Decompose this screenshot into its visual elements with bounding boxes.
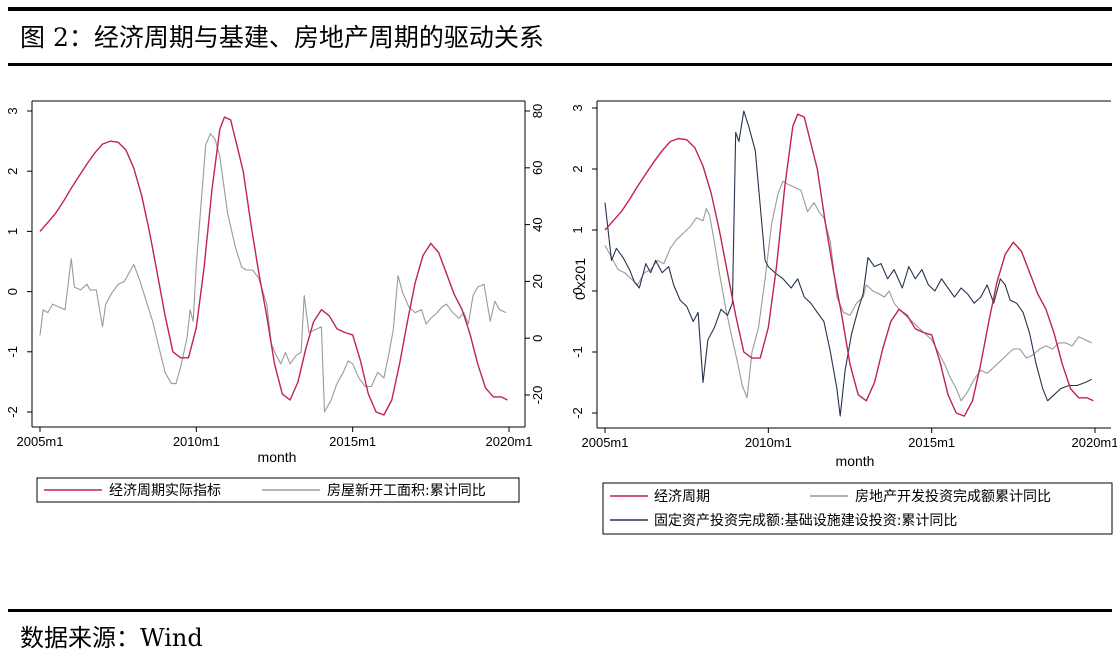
chart2-series-1-line	[604, 113, 1094, 417]
chart2-series-3-line	[604, 110, 1092, 417]
chart2-y-tick-label: -2	[570, 407, 585, 419]
chart2-legend-box	[602, 482, 1113, 535]
chart1-y-tick-label: -2	[5, 406, 20, 418]
chart2-legend-label-1: 经济周期	[654, 489, 710, 505]
chart2-legend-label-3: 固定资产投资完成额:基础设施建设投资:累计同比	[654, 512, 957, 529]
title-rule	[8, 63, 1112, 66]
chart1-series-2-line	[39, 133, 507, 413]
chart2-x-axis-title: month	[836, 453, 875, 469]
chart2-x-tick-label: 2015m1	[908, 435, 955, 450]
chart1-x-tick-label: 2005m1	[17, 434, 64, 449]
chart1-x-axis-title: month	[258, 449, 297, 465]
chart2-x-tick-label: 2005m1	[582, 435, 629, 450]
chart1-x-tick-label: 2015m1	[329, 434, 376, 449]
bottom-rule	[8, 609, 1112, 612]
chart1-y2-tick-label: -20	[530, 386, 545, 405]
chart1-y2-tick-label: 60	[530, 161, 545, 175]
chart2-y-axis-title: 0 x201	[572, 258, 588, 300]
chart1-y-tick-label: -1	[5, 346, 20, 358]
chart1-x-tick-label: 2010m1	[173, 434, 220, 449]
chart1-legend-label-1: 经济周期实际指标	[109, 483, 221, 499]
chart1-x-tick-label: 2020m1	[486, 434, 533, 449]
chart1-y-tick-label: 2	[5, 168, 20, 175]
chart2-y-tick-label: 0	[570, 287, 585, 294]
chart1-y2-tick-label: 20	[530, 274, 545, 288]
page-title: 图 2：经济周期与基建、房地产周期的驱动关系	[20, 23, 544, 52]
chart1-y-tick-label: 1	[5, 228, 20, 235]
chart2-y-tick-label: -1	[570, 346, 585, 358]
chart2-y-tick-label: 3	[570, 104, 585, 111]
chart2-x-tick-label: 2020m1	[1072, 435, 1117, 450]
chart2-series-2-line	[604, 180, 1092, 402]
chart1-y2-tick-label: 0	[530, 335, 545, 342]
chart1-series-1-line	[39, 116, 508, 416]
chart1-y-tick-label: 0	[5, 288, 20, 295]
top-rule	[8, 7, 1112, 11]
chart2-legend-label-2: 房地产开发投资完成额累计同比	[855, 489, 1051, 505]
chart1-y2-tick-label: 80	[530, 104, 545, 118]
chart1-legend-label-2: 房屋新开工面积:累计同比	[327, 483, 486, 499]
chart2-y-tick-label: 2	[570, 165, 585, 172]
chart2-x-tick-label: 2010m1	[745, 435, 792, 450]
chart2-y-tick-label: 1	[570, 226, 585, 233]
chart1-y2-tick-label: 40	[530, 217, 545, 231]
chart1-y-tick-label: 3	[5, 107, 20, 114]
source-note: 数据来源：Wind	[20, 624, 203, 652]
